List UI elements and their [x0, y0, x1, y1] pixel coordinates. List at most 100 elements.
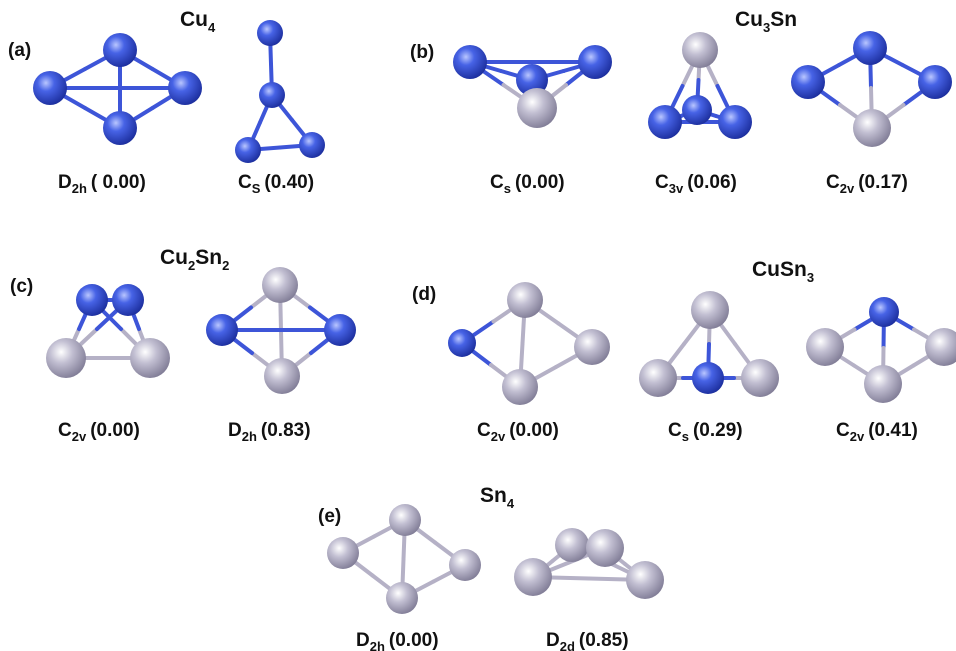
cu-atom — [718, 105, 752, 139]
relative-energy: (0.17) — [858, 172, 908, 193]
formula-subscript: 3 — [763, 20, 770, 35]
point-group: C — [655, 172, 669, 193]
point-group-subscript: 2v — [72, 429, 87, 444]
point-group-subscript: s — [504, 181, 511, 196]
point-group-subscript: 2v — [840, 181, 855, 196]
structure-label: Cs (0.00) — [490, 172, 565, 196]
panel-label: (c) — [10, 276, 33, 297]
cluster-structure — [448, 282, 610, 405]
sn-atom — [262, 267, 298, 303]
sn-atom — [864, 365, 902, 403]
panel-label: (e) — [318, 506, 341, 527]
formula-subscript: 4 — [507, 496, 515, 511]
point-group: C — [668, 420, 682, 441]
panel-label: (d) — [412, 284, 436, 305]
relative-energy: (0.85) — [579, 630, 629, 651]
formula-text: CuSn — [752, 258, 807, 281]
sn-atom — [853, 109, 891, 147]
cu-atom — [448, 329, 476, 357]
cluster-structure — [46, 284, 170, 378]
relative-energy: (0.41) — [868, 420, 918, 441]
sn-atom — [586, 529, 624, 567]
structure-label: D2h (0.83) — [228, 420, 311, 444]
formula-subscript: 2 — [222, 258, 229, 273]
cluster-structure — [648, 32, 752, 139]
structure-label: C2v (0.17) — [826, 172, 908, 196]
panel-title: Cu2Sn2 — [160, 246, 229, 273]
cu-atom — [853, 31, 887, 65]
structure-label: C2v (0.41) — [836, 420, 918, 444]
cluster-structure — [791, 31, 952, 147]
cu-atom — [76, 284, 108, 316]
sn-atom — [514, 558, 552, 596]
structure-label: C2v (0.00) — [58, 420, 140, 444]
cu-atom — [791, 65, 825, 99]
cu-atom — [692, 362, 724, 394]
cu-atom — [103, 111, 137, 145]
point-group-subscript: s — [682, 429, 689, 444]
panel-title: CuSn3 — [752, 258, 814, 285]
cluster-structure — [514, 528, 664, 599]
panel-title: Sn4 — [480, 484, 515, 511]
point-group-subscript: S — [252, 181, 261, 196]
point-group: D — [546, 630, 560, 651]
cu-atom — [648, 105, 682, 139]
cu-atom — [578, 45, 612, 79]
point-group-subscript: 2h — [72, 181, 87, 196]
relative-energy: (0.40) — [264, 172, 314, 193]
relative-energy: ( 0.00) — [91, 172, 146, 193]
cluster-structure — [206, 267, 356, 394]
sn-atom — [626, 561, 664, 599]
point-group: D — [228, 420, 242, 441]
relative-energy: (0.29) — [693, 420, 743, 441]
cu-atom — [168, 71, 202, 105]
sn-atom — [507, 282, 543, 318]
point-group: C — [477, 420, 491, 441]
structure-label: C3v (0.06) — [655, 172, 737, 196]
point-group-subscript: 2h — [370, 639, 385, 651]
sn-atom — [555, 528, 589, 562]
sn-atom — [502, 369, 538, 405]
structure-label: D2d (0.85) — [546, 630, 629, 651]
sn-atom — [741, 359, 779, 397]
cu-atom — [112, 284, 144, 316]
cu-atom — [918, 65, 952, 99]
point-group-subscript: 2v — [850, 429, 865, 444]
formula-text: Sn — [770, 8, 797, 31]
relative-energy: (0.00) — [389, 630, 439, 651]
panel-title: Cu3Sn — [735, 8, 797, 35]
cluster-structure — [453, 45, 612, 128]
cluster-structure — [327, 504, 481, 614]
point-group: C — [58, 420, 72, 441]
sn-atom — [264, 358, 300, 394]
formula-text: Cu — [160, 246, 188, 269]
sn-atom — [327, 537, 359, 569]
sn-atom — [691, 291, 729, 329]
cluster-structure — [806, 297, 956, 403]
point-group-subscript: 2v — [491, 429, 506, 444]
formula-subscript: 2 — [188, 258, 195, 273]
formula-text: Cu — [735, 8, 763, 31]
point-group: C — [490, 172, 504, 193]
structure-label: C2v (0.00) — [477, 420, 559, 444]
relative-energy: (0.06) — [687, 172, 737, 193]
sn-atom — [925, 328, 956, 366]
formula-subscript: 3 — [807, 270, 814, 285]
cu-atom — [33, 71, 67, 105]
structure-label: D2h (0.00) — [356, 630, 439, 651]
sn-atom — [806, 328, 844, 366]
sn-atom — [386, 582, 418, 614]
sn-atom — [574, 329, 610, 365]
formula-text: Sn — [480, 484, 507, 507]
cluster-structure — [33, 33, 202, 145]
panel-label: (b) — [410, 42, 434, 63]
panel-label: (a) — [8, 40, 31, 61]
cu-atom — [453, 45, 487, 79]
cu-atom — [206, 314, 238, 346]
point-group-subscript: 2h — [242, 429, 257, 444]
panel-title: Cu4 — [180, 8, 216, 35]
cu-atom — [299, 132, 325, 158]
sn-atom — [682, 32, 718, 68]
cu-atom — [516, 64, 548, 96]
point-group: C — [238, 172, 252, 193]
